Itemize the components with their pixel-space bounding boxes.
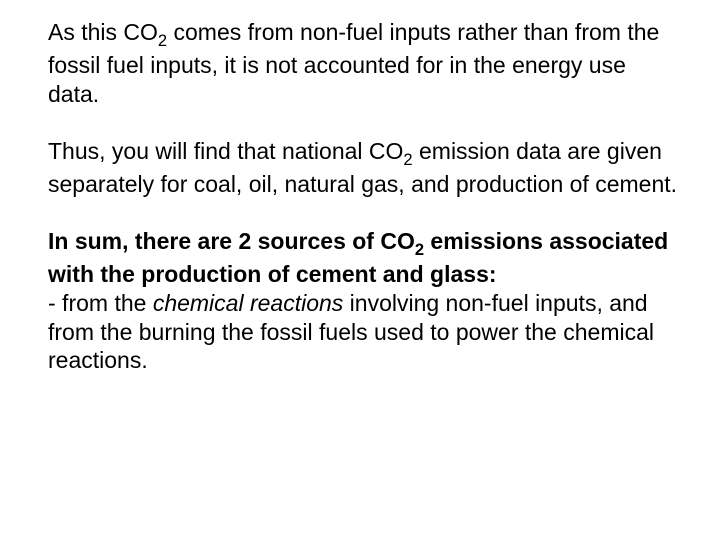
- text-run: Thus, you will find that national CO2 em…: [48, 138, 677, 197]
- text: Thus, you will find that national CO: [48, 138, 403, 164]
- subscript: 2: [158, 31, 167, 50]
- text: - from the: [48, 290, 153, 316]
- paragraph-3: In sum, there are 2 sources of CO2 emiss…: [48, 227, 680, 375]
- subscript: 2: [403, 150, 412, 169]
- bold-text: In sum, there are 2 sources of CO2 emiss…: [48, 228, 668, 287]
- text: As this CO: [48, 19, 158, 45]
- italic-text: chemical reactions: [153, 290, 343, 316]
- paragraph-2: Thus, you will find that national CO2 em…: [48, 137, 680, 199]
- text-run: As this CO2 comes from non-fuel inputs r…: [48, 19, 659, 107]
- paragraph-1: As this CO2 comes from non-fuel inputs r…: [48, 18, 680, 109]
- text: In sum, there are 2 sources of CO: [48, 228, 415, 254]
- text-run: In sum, there are 2 sources of CO2 emiss…: [48, 228, 668, 374]
- subscript: 2: [415, 240, 424, 259]
